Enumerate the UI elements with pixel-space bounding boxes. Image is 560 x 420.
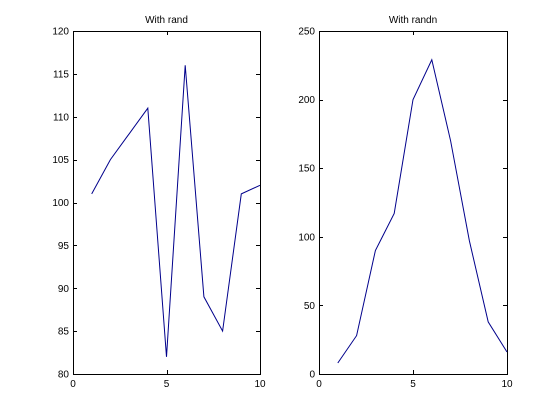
y-tick-label-right: 100 [298,232,315,243]
y-tick-label-right: 150 [298,164,315,175]
x-tick-label-right: 0 [316,379,322,390]
y-tick-label-right: 250 [298,27,315,38]
y-tick-label-left: 105 [52,155,69,166]
axes-title-left: With rand [145,15,188,26]
y-tick-label-left: 100 [52,198,69,209]
axes-left: With rand 0 5 10 80 85 90 95 100 105 110 115 120 [52,15,266,390]
axes-frame-left [73,31,261,375]
axes-title-right: With randn [389,15,437,26]
x-tick-label-left: 0 [70,379,76,390]
x-tick-label-left: 5 [164,379,170,390]
y-tick-label-left: 85 [58,327,70,338]
y-tick-label-left: 115 [53,69,69,80]
y-tick-label-left: 80 [58,370,70,381]
y-tick-label-left: 95 [58,241,70,252]
y-tick-label-left: 90 [58,284,70,295]
x-tick-label-right: 10 [501,379,513,390]
series-line-right [337,58,508,364]
x-tick-label-right: 5 [410,379,416,390]
y-tick-label-right: 0 [309,370,315,381]
y-tick-label-right: 50 [304,301,316,312]
y-tick-label-right: 200 [298,95,315,106]
axes-frame-right [319,31,508,375]
x-tick-label-left: 10 [254,379,266,390]
series-line-left [91,65,261,357]
y-tick-label-left: 120 [52,27,69,38]
y-tick-label-left: 110 [53,112,69,123]
